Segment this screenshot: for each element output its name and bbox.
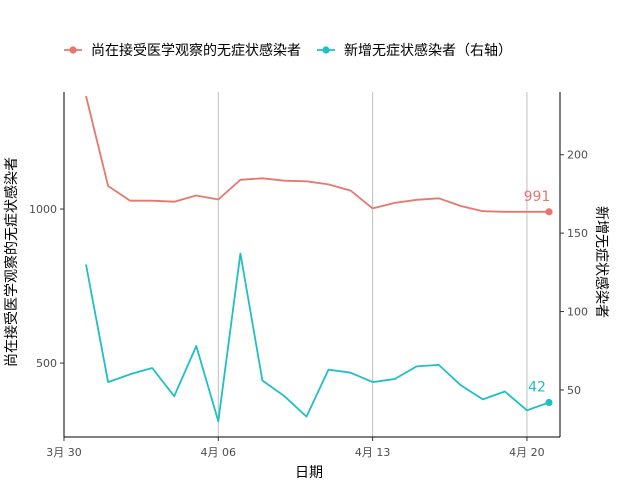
x-tick-label: 4月 06 [201, 446, 237, 459]
series-endpoint-1 [545, 208, 553, 216]
y-tick-label: 1000 [29, 203, 57, 216]
series: 991 42 [85, 95, 553, 423]
x-tick-label: 3月 30 [46, 446, 82, 459]
y2-tick-label: 100 [567, 306, 588, 319]
legend: 尚在接受医学观察的无症状感染者 新增无症状感染者（右轴） [64, 42, 512, 59]
y-tick-label: 500 [36, 357, 57, 370]
legend-item-1: 尚在接受医学观察的无症状感染者 [64, 42, 301, 59]
legend-label: 新增无症状感染者（右轴） [344, 42, 512, 59]
legend-key-marker [322, 46, 330, 54]
axes: 3月 30 4月 06 4月 13 4月 20 500 1000 50 100 150 200 [29, 92, 588, 459]
y-axis-title: 尚在接受医学观察的无症状感染者 [3, 157, 20, 367]
y2-axis-title: 新增无症状感染者 [593, 206, 610, 318]
series-line-1 [85, 95, 549, 213]
series-line-2 [85, 252, 550, 423]
y2-tick-label: 200 [567, 149, 588, 162]
x-tick-label: 4月 13 [355, 446, 391, 459]
data-label-1: 991 [524, 189, 551, 205]
data-label-2: 42 [528, 380, 546, 396]
grid [217, 92, 528, 437]
legend-item-2: 新增无症状感染者（右轴） [317, 42, 512, 59]
x-tick-label: 4月 20 [509, 446, 545, 459]
legend-label: 尚在接受医学观察的无症状感染者 [91, 42, 301, 59]
y2-tick-label: 50 [567, 384, 581, 397]
series-endpoint-2 [545, 398, 553, 407]
x-axis-title: 日期 [295, 465, 323, 480]
y2-tick-label: 150 [567, 227, 588, 240]
legend-key-marker [69, 46, 77, 54]
